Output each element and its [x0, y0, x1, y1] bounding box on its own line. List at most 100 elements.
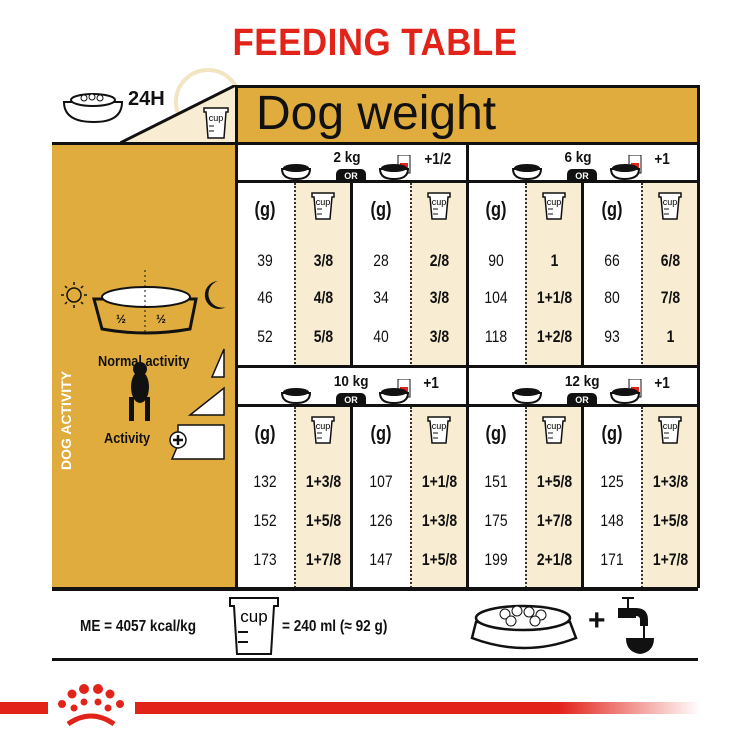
dog-weight-header: Dog weight [236, 85, 698, 143]
cups-value: 1+2/8 [536, 327, 573, 346]
wet-addition: +1 [654, 375, 670, 392]
wet-addition: +1 [423, 375, 439, 392]
grams-value: 40 [373, 327, 389, 346]
divider [52, 587, 698, 591]
cups-value: 1+3/8 [652, 472, 689, 491]
sun-icon [61, 282, 87, 308]
svg-text:cup: cup [432, 197, 447, 207]
wet-food-bowl-icon [609, 155, 642, 181]
cup-icon: cup [229, 597, 279, 655]
dry-only-column: (g) 39 46 52 cup 3/8 4/8 5/8 [236, 183, 351, 367]
divider [236, 365, 698, 368]
grams-value: 66 [604, 251, 620, 270]
cups-column: cup 1 1+1/8 1+2/8 [525, 183, 582, 367]
mixed-feeding-column: (g) 28 34 40 cup 2/8 3/8 3/8 [352, 183, 467, 367]
cups-column: cup 3/8 4/8 5/8 [294, 183, 351, 367]
dry-food-bowl-icon [280, 164, 312, 181]
cups-value: 3/8 [429, 288, 450, 307]
divider [350, 183, 353, 367]
mixed-feeding-column: (g) 66 80 93 cup 6/8 7/8 1 [583, 183, 698, 367]
cups-column: cup 1+1/8 1+3/8 1+5/8 [410, 407, 467, 588]
grams-value: 46 [257, 288, 273, 307]
wet-food-bowl-icon [378, 379, 411, 405]
cups-value: 4/8 [313, 288, 334, 307]
svg-text:cup: cup [663, 421, 678, 431]
dog-silhouette-icon [129, 362, 150, 421]
grams-column: (g) 125 148 171 [583, 407, 641, 588]
plus-sign: + [588, 604, 606, 637]
mixed-feeding-column: (g) 125 148 171 cup 1+3/8 1+5/8 1+7/8 [583, 407, 698, 588]
cups-value: 1+3/8 [421, 511, 458, 530]
weight-block-6kg: 6 kg OR +1 (g) 90 104 118 cup 1 1+1/8 1+2/8 (g) 66 80… [467, 143, 698, 367]
grams-column: (g) 90 104 118 [467, 183, 525, 367]
brand-bar [135, 702, 700, 714]
cups-value: 1+7/8 [652, 550, 689, 569]
plus-circle-icon [169, 431, 187, 449]
grams-value: 199 [484, 550, 508, 569]
grams-value: 52 [257, 327, 273, 346]
cups-column: cup 1+3/8 1+5/8 1+7/8 [641, 407, 698, 588]
dog-weight-label: Dog weight [256, 87, 497, 140]
cups-value: 1+1/8 [421, 472, 458, 491]
grams-value: 90 [488, 251, 504, 270]
grams-value: 104 [484, 288, 508, 307]
activity-scale [129, 348, 225, 460]
wet-addition: +1 [654, 151, 670, 168]
grams-value: 148 [600, 511, 624, 530]
svg-text:cup: cup [432, 421, 447, 431]
svg-text:cup: cup [209, 113, 224, 123]
weight-label: 12 kg [564, 373, 600, 390]
divider [52, 658, 698, 661]
grams-header: (g) [370, 423, 392, 445]
divider [350, 407, 353, 588]
cup-icon: cup [658, 192, 682, 220]
dry-only-column: (g) 151 175 199 cup 1+5/8 1+7/8 2+1/8 [467, 407, 582, 588]
grams-column: (g) 28 34 40 [352, 183, 410, 367]
cup-icon: cup [427, 192, 451, 220]
dry-food-bowl-icon [511, 388, 543, 405]
cup-icon: cup [427, 416, 451, 444]
weight-header: 10 kg OR +1 [236, 367, 467, 407]
grams-value: 132 [253, 472, 277, 491]
grams-value: 39 [257, 251, 273, 270]
weight-header: 2 kg OR +1/2 [236, 143, 467, 183]
cups-value: 5/8 [313, 327, 334, 346]
divider [697, 85, 700, 588]
grams-value: 175 [484, 511, 508, 530]
food-bowl-icon [92, 270, 198, 335]
grams-value: 152 [253, 511, 277, 530]
weight-header: 6 kg OR +1 [467, 143, 698, 183]
grams-column: (g) 66 80 93 [583, 183, 641, 367]
cup-icon: cup [311, 416, 335, 444]
normal-activity-label: Normal activity [98, 353, 190, 370]
cups-value: 2/8 [429, 251, 450, 270]
weight-label: 6 kg [564, 149, 592, 166]
energy-value: ME = 4057 kcal/kg [80, 618, 197, 635]
cups-value: 1+5/8 [536, 472, 573, 491]
mixed-feeding-column: (g) 107 126 147 cup 1+1/8 1+3/8 1+5/8 [352, 407, 467, 588]
grams-header: (g) [485, 423, 507, 445]
svg-text:cup: cup [547, 421, 562, 431]
dry-only-column: (g) 90 104 118 cup 1 1+1/8 1+2/8 [467, 183, 582, 367]
brand-bar [0, 702, 48, 714]
divider [581, 183, 584, 367]
cup-icon: cup [542, 416, 566, 444]
activity-label: Activity [104, 430, 151, 447]
grams-value: 173 [253, 550, 277, 569]
cups-column: cup 6/8 7/8 1 [641, 183, 698, 367]
svg-text:cup: cup [316, 197, 331, 207]
divider [52, 142, 698, 145]
water-tap-icon [618, 597, 654, 654]
grams-value: 147 [369, 550, 393, 569]
cups-value: 1 [550, 251, 559, 270]
cup-icon: cup [658, 416, 682, 444]
grams-value: 171 [600, 550, 624, 569]
cups-column: cup 1+5/8 1+7/8 2+1/8 [525, 407, 582, 588]
wet-food-bowl-icon [609, 379, 642, 405]
grams-header: (g) [601, 423, 623, 445]
grams-column: (g) 151 175 199 [467, 407, 525, 588]
dry-food-bowl-icon [511, 164, 543, 181]
half-right: ½ [156, 312, 167, 326]
weight-label: 2 kg [333, 149, 361, 166]
period-label: 24H [128, 88, 165, 110]
